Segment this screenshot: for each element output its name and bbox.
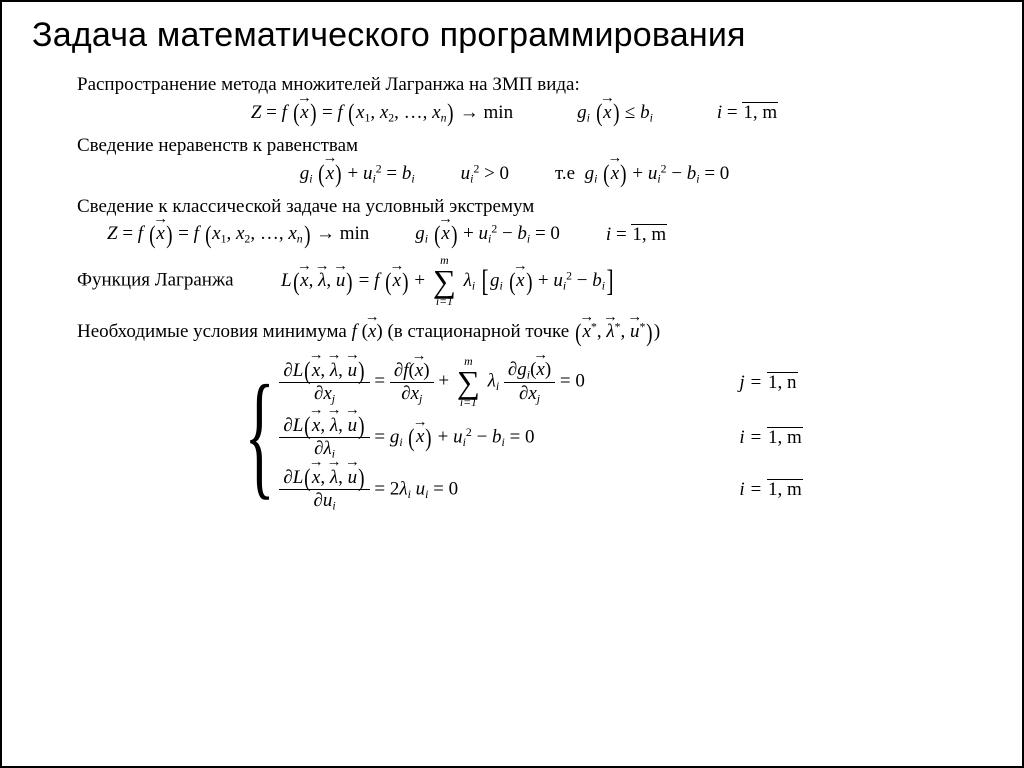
range-1m: 1, m (743, 102, 777, 123)
text-cond-prefix: Необходимые условия минимума (77, 321, 352, 342)
system-kkt: { ∂L(x, λ, u) ∂xj = ∂f(x) ∂xj + (77, 350, 952, 520)
slide-title: Задача математического программирования (32, 16, 992, 55)
text-cond-mid: (в стационарной точке (383, 321, 574, 342)
slide-frame: Задача математического программирования … (0, 0, 1024, 768)
eq-lagrangian: L(x, λ, u) = f (x) + m∑i=1 λi [gi (x) + … (281, 270, 615, 291)
kkt-row-dx: ∂L(x, λ, u) ∂xj = ∂f(x) ∂xj + m∑i=1 λi ∂… (279, 356, 802, 409)
brace-icon: { (245, 350, 275, 520)
para-conditions: Необходимые условия минимума f (x) (в ст… (77, 320, 952, 344)
txt-ie: т.е (555, 163, 575, 184)
para-classic: Сведение к классической задаче на условн… (77, 195, 952, 219)
text-lagrange-label: Функция Лагранжа (77, 270, 234, 291)
kkt-row-du: ∂L(x, λ, u) ∂ui = 2λi ui = 0 i = 1, m (279, 467, 802, 513)
slide-body: Распространение метода множителей Лагран… (32, 73, 992, 520)
para-ineq: Сведение неравенств к равенствам (77, 134, 952, 158)
eq-classic: Z = f (x) = f (x1, x2, …, xn) → min gi (… (77, 222, 952, 247)
txt-min: min (484, 102, 514, 123)
para-lagrange: Функция Лагранжа L(x, λ, u) = f (x) + m∑… (77, 255, 952, 308)
para-intro: Распространение метода множителей Лагран… (77, 73, 952, 97)
eq-objective: Z = f (x) = f (x1, x2, …, xn) → min gi (… (77, 101, 952, 126)
text-cond-end: ) (654, 321, 660, 342)
eq-slack: gi (x) + ui2 = bi ui2 > 0 т.е gi (x) + u… (77, 162, 952, 187)
